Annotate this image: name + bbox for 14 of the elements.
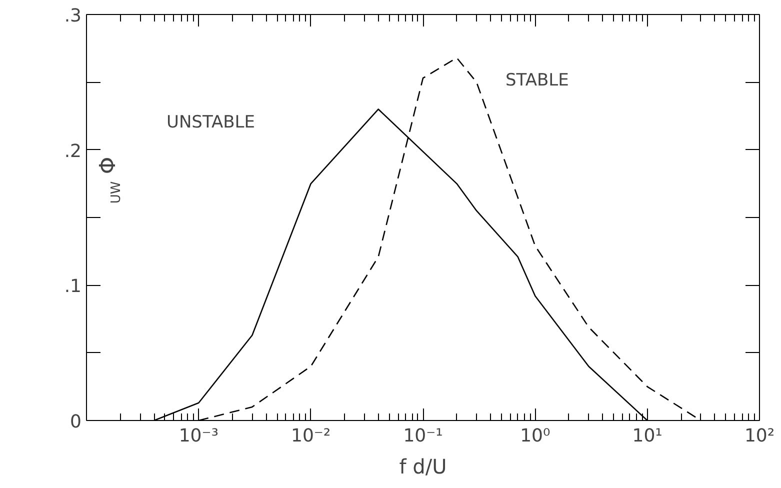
- annotation: UNSTABLE: [166, 112, 256, 132]
- x-tick-label: 10⁻³: [178, 426, 218, 446]
- x-tick-label: 10⁻¹: [403, 426, 443, 446]
- x-tick-label: 10⁻²: [291, 426, 331, 446]
- y-tick-label: 0: [70, 412, 82, 432]
- x-tick-label: 10⁰: [520, 426, 550, 446]
- y-tick-label: .3: [64, 6, 82, 26]
- x-tick-label: 10¹: [632, 426, 662, 446]
- y-tick-label: .1: [64, 276, 82, 298]
- x-tick-label: 10²: [744, 426, 775, 446]
- y-tick-label: .2: [64, 140, 82, 162]
- y-axis-title: ΦUW: [96, 156, 124, 204]
- x-axis-title: f d/U: [399, 454, 447, 478]
- annotation: STABLE: [506, 70, 569, 90]
